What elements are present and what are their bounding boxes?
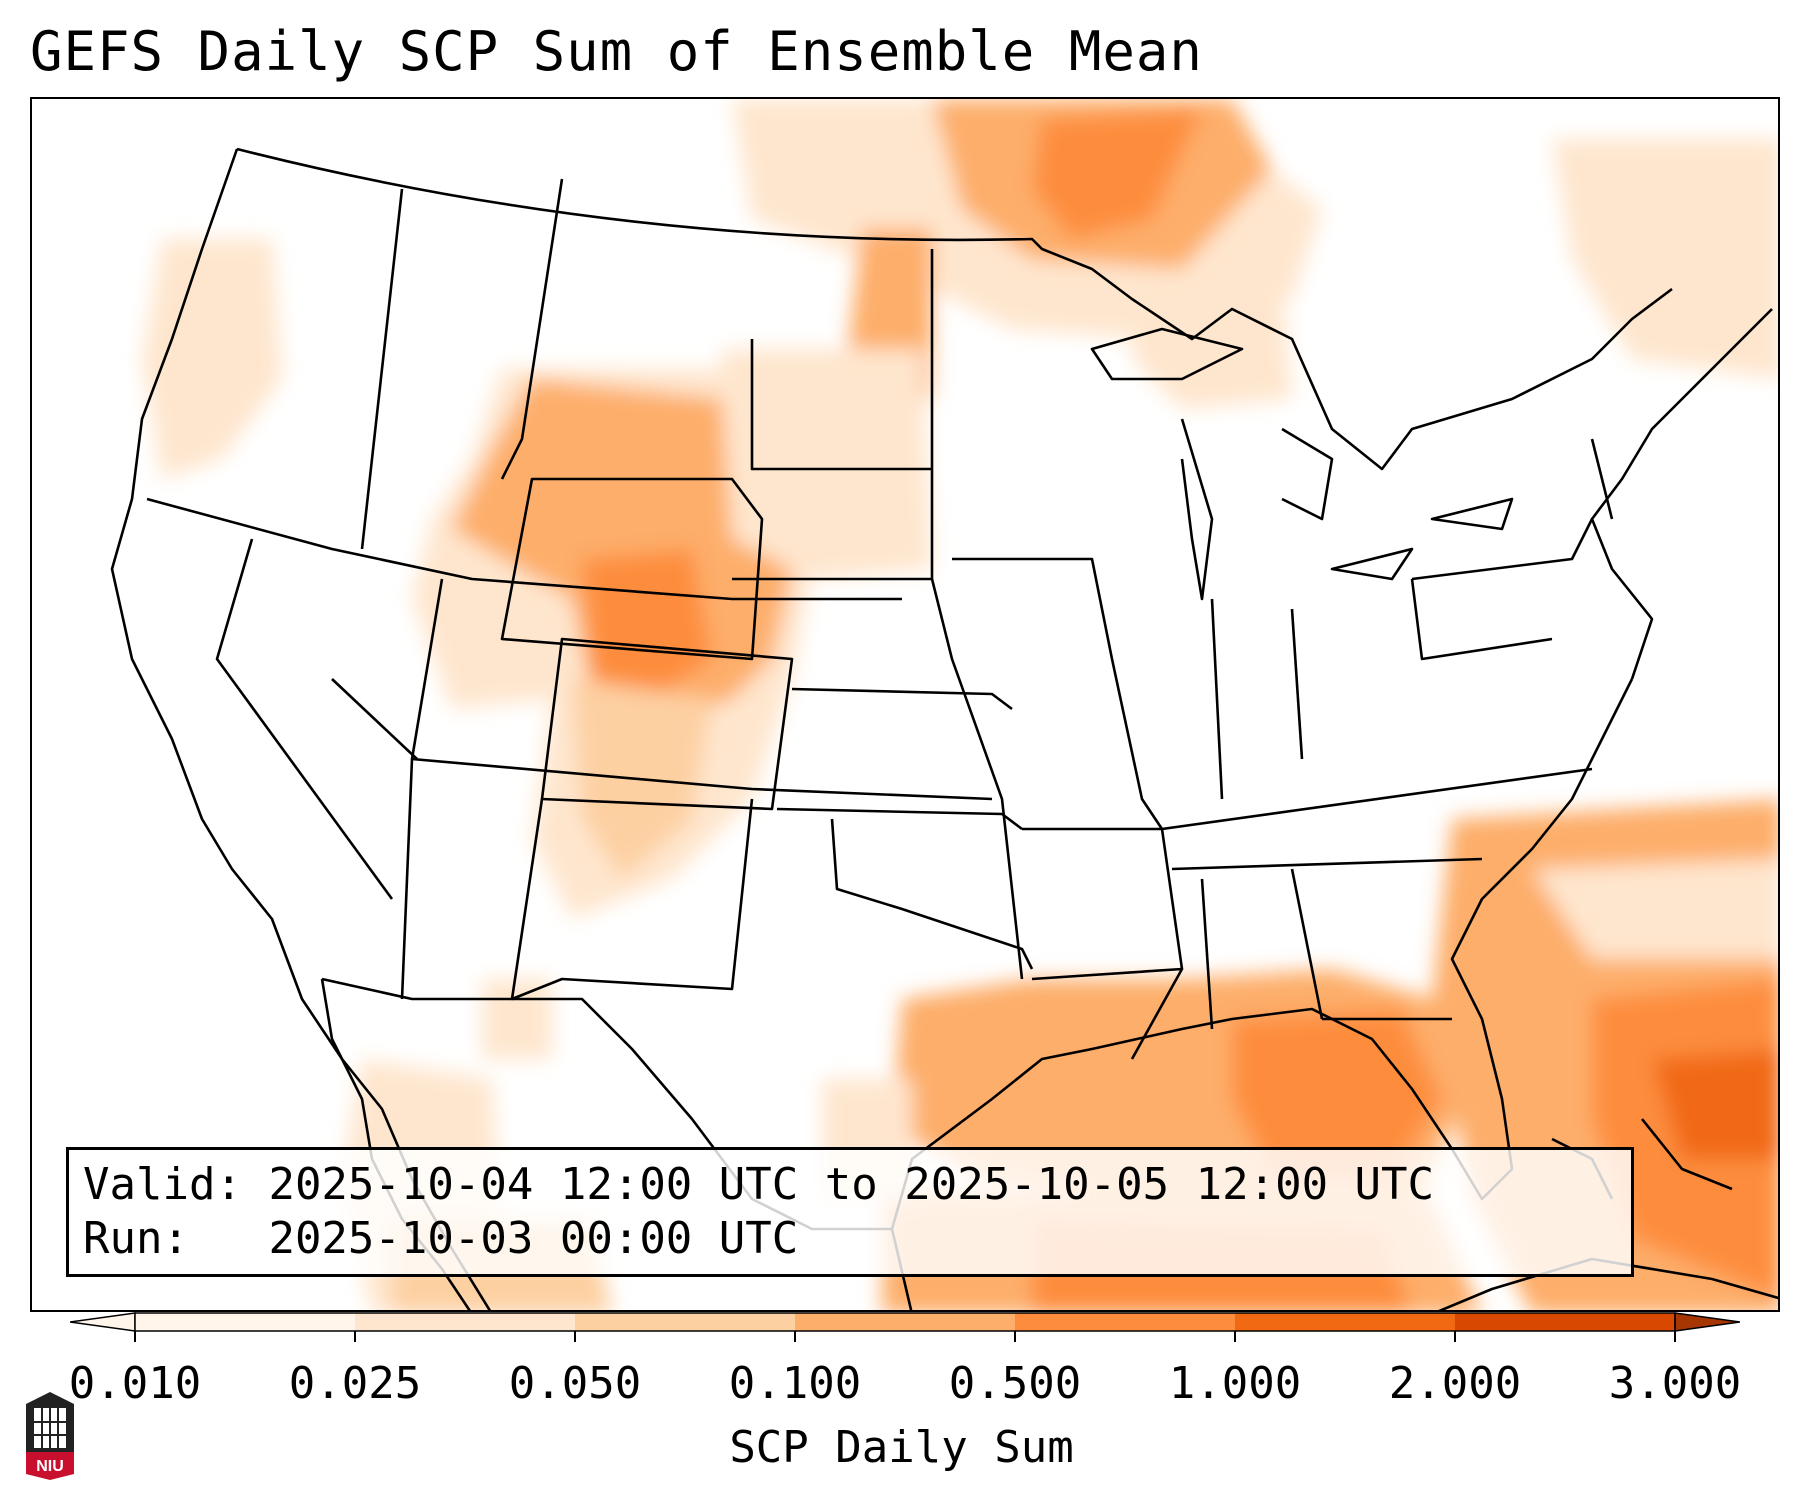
colorbar-label: SCP Daily Sum xyxy=(729,1422,1074,1473)
state-line-id-west xyxy=(360,188,404,550)
colorbar-tick-label: 1.000 xyxy=(1168,1358,1302,1409)
niu-logo: NIU xyxy=(26,1392,74,1480)
logo-text: NIU xyxy=(36,1458,64,1475)
scp-area-atlantic-outer xyxy=(1532,859,1778,959)
map-canvas xyxy=(110,99,1778,1310)
colorbar-tick-label: 0.050 xyxy=(508,1358,642,1409)
run-time: 2025-10-03 00:00 UTC xyxy=(268,1213,799,1264)
state-line-ny-pa xyxy=(1411,518,1594,581)
map-panel xyxy=(30,97,1780,1312)
us-canada-border xyxy=(236,147,1673,471)
state-line-ne-ks xyxy=(791,687,1013,711)
valid-time-range: 2025-10-04 12:00 UTC to 2025-10-05 12:00… xyxy=(268,1159,1435,1210)
scp-shading-layer xyxy=(142,99,1778,1310)
scp-area-upper-lakes xyxy=(1132,279,1292,409)
lake-huron xyxy=(1281,427,1334,521)
state-line-pa xyxy=(1410,578,1553,661)
scp-area-pacific-nw xyxy=(142,239,282,479)
state-wyoming xyxy=(500,477,764,661)
validity-info-box: Valid: 2025-10-04 12:00 UTC to 2025-10-0… xyxy=(66,1147,1634,1277)
state-line-vt-nh xyxy=(1590,438,1614,520)
colorbar-segment-5 xyxy=(1015,1313,1235,1331)
state-line-ms-al xyxy=(1200,878,1214,1030)
state-line-il-mo xyxy=(1110,658,1164,830)
scp-area-northeast-canada xyxy=(1552,139,1778,379)
scp-area-gulf-core xyxy=(1232,1009,1442,1179)
state-line-la-ms xyxy=(1031,967,1184,1060)
colorbar-tick-label: 3.000 xyxy=(1608,1358,1742,1409)
state-line-42n xyxy=(146,497,902,601)
colorbar-segment-1 xyxy=(135,1313,355,1331)
state-line-in-il xyxy=(1210,598,1224,800)
scp-area-atlantic-max xyxy=(1652,1049,1778,1159)
atlantic-coastline xyxy=(1590,308,1773,680)
state-line-ks-ok xyxy=(776,807,1023,831)
valid-label: Valid: xyxy=(83,1159,242,1210)
colorbar-tick-marks xyxy=(134,1331,1676,1342)
state-line-al-ga xyxy=(1290,868,1324,1020)
state-line-ca-nv xyxy=(215,538,394,900)
state-line-mt-west xyxy=(500,178,564,480)
run-label: Run: xyxy=(83,1213,189,1264)
colorbar-tick-label: 0.025 xyxy=(288,1358,422,1409)
colorbar-segment-4 xyxy=(795,1313,1015,1331)
colorbar-min-extend-arrow xyxy=(70,1312,136,1332)
scp-area-colorado-core xyxy=(582,549,712,699)
lake-erie xyxy=(1330,547,1414,581)
lake-michigan xyxy=(1180,418,1214,601)
colorbar-tick-label: 0.100 xyxy=(728,1358,862,1409)
state-line-tn-ky xyxy=(1161,767,1593,831)
colorbar-tick-label: 0.500 xyxy=(948,1358,1082,1409)
colorbar-tick-label: 2.000 xyxy=(1388,1358,1522,1409)
colorbar-outline xyxy=(134,1312,1676,1332)
state-line-ok-tx xyxy=(830,818,1034,970)
state-line-nd-sd xyxy=(750,339,932,471)
scp-area-sonora xyxy=(482,979,552,1059)
colorbar-max-extend-arrow xyxy=(1674,1312,1740,1332)
state-line-ar xyxy=(1022,827,1184,970)
colorbar-segment-6 xyxy=(1235,1313,1455,1331)
colorbar-segment-7 xyxy=(1455,1313,1675,1331)
bahamas-east-coastline xyxy=(1640,1118,1733,1191)
lake-ontario xyxy=(1430,497,1514,531)
scp-area-dakotas-outer xyxy=(722,349,932,579)
state-line-ia-mo xyxy=(952,557,1114,660)
state-line-south-band xyxy=(1171,857,1483,871)
scp-area-southern-canada-core xyxy=(1032,109,1202,239)
lake-superior xyxy=(1090,327,1244,381)
state-new-mexico xyxy=(510,798,754,1001)
colorbar-segment-3 xyxy=(575,1313,795,1331)
pacific-coastline xyxy=(110,148,492,1310)
state-line-plains-east xyxy=(930,249,1024,980)
state-line-oh-in xyxy=(1290,608,1304,760)
map-title: GEFS Daily SCP Sum of Ensemble Mean xyxy=(30,20,1203,83)
state-line-nv-az xyxy=(331,678,418,760)
colorbar-segment-2 xyxy=(355,1313,575,1331)
state-colorado xyxy=(540,637,794,811)
colorbar-tick-label: 0.010 xyxy=(68,1358,202,1409)
state-line-37n xyxy=(411,757,993,801)
logo-shield-base xyxy=(26,1452,74,1480)
colorbar xyxy=(70,1312,1740,1342)
gulf-coastline xyxy=(890,678,1634,1310)
